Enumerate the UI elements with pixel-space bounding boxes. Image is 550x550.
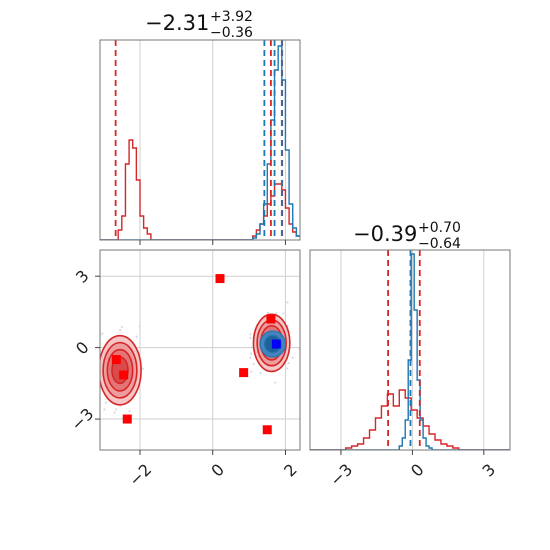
- bl-sample-point: [266, 311, 269, 314]
- title-top-left: −2.31 +3.92 −0.36: [145, 9, 253, 41]
- bl-sample-point: [104, 401, 107, 404]
- title-top-left-plus: +3.92: [210, 9, 253, 25]
- bl-sample-point: [291, 356, 294, 359]
- bl-red-marker-6: [262, 425, 272, 435]
- tl-histogram-blue: [100, 45, 300, 240]
- bl-sample-point: [115, 408, 118, 411]
- bl-red-marker-3: [119, 370, 129, 380]
- title-bottom-right: −0.39 +0.70 −0.64: [353, 220, 461, 252]
- bl-sample-point: [138, 325, 141, 328]
- panel-top-left-histogram: [99, 39, 301, 245]
- bl-blue-marker: [271, 339, 281, 349]
- bl-ytick-label-0: 3: [72, 266, 93, 287]
- bl-sample-point: [286, 367, 289, 370]
- bl-sample-point: [274, 381, 277, 384]
- br-xtick-label-2: 3: [478, 460, 499, 481]
- bl-sample-point: [249, 356, 252, 359]
- bl-sample-point: [282, 312, 285, 315]
- bl-xtick-label-0: −2: [125, 460, 155, 490]
- bl-sample-point: [252, 363, 255, 366]
- bl-sample-point: [89, 408, 91, 410]
- bl-sample-point: [274, 312, 278, 315]
- bl-sample-point: [98, 373, 100, 375]
- br-xtick-label-0: −3: [326, 460, 356, 490]
- bl-sample-point: [120, 325, 123, 328]
- bl-ytick-label-1: 0: [72, 338, 93, 359]
- bl-sample-point: [259, 372, 262, 375]
- panel-top-left-frame: [99, 39, 301, 241]
- title-top-left-minus: −0.36: [210, 25, 253, 41]
- br-histogram-red: [310, 389, 510, 450]
- bl-red-marker-0: [215, 274, 225, 284]
- panel-bottom-right-histogram: −3 0 3: [309, 249, 511, 490]
- bl-sample-point: [249, 333, 252, 336]
- panel-bottom-left-scatter: −2 0 2 3 0 −3: [67, 249, 301, 490]
- bl-sample-point: [103, 408, 106, 411]
- bl-sample-point: [113, 411, 116, 414]
- bl-xtick-label-2: 2: [280, 460, 301, 481]
- bl-ytick-label-2: −3: [67, 404, 97, 434]
- br-histogram-blue: [310, 253, 510, 450]
- title-bottom-right-minus: −0.64: [418, 236, 461, 252]
- bl-sample-point: [119, 328, 122, 331]
- bl-sample-point: [250, 370, 253, 373]
- bl-sample-point: [250, 346, 254, 349]
- bl-sample-point: [141, 367, 144, 370]
- panel-bottom-left-frame: [99, 249, 301, 451]
- panel-bottom-right-frame: [309, 249, 511, 451]
- bl-red-marker-1: [266, 314, 276, 324]
- tl-histogram-red: [100, 139, 300, 240]
- bl-red-marker-5: [122, 414, 132, 424]
- title-top-left-median: −2.31: [145, 11, 209, 35]
- bl-sample-point: [135, 335, 138, 338]
- bl-xtick-label-1: 0: [207, 460, 228, 481]
- bl-sample-point: [96, 360, 98, 362]
- bl-sample-point: [287, 362, 290, 365]
- bl-sample-point: [128, 410, 131, 413]
- bl-sample-point: [249, 336, 252, 340]
- br-xtick-label-1: 0: [407, 460, 428, 481]
- bl-sample-point: [249, 352, 253, 355]
- title-bottom-right-plus: +0.70: [418, 220, 461, 236]
- bl-red-marker-4: [239, 368, 249, 378]
- bl-red-marker-2: [111, 355, 121, 365]
- bl-sample-point: [101, 332, 104, 335]
- title-bottom-right-median: −0.39: [353, 222, 417, 246]
- bl-sample-point: [286, 301, 289, 304]
